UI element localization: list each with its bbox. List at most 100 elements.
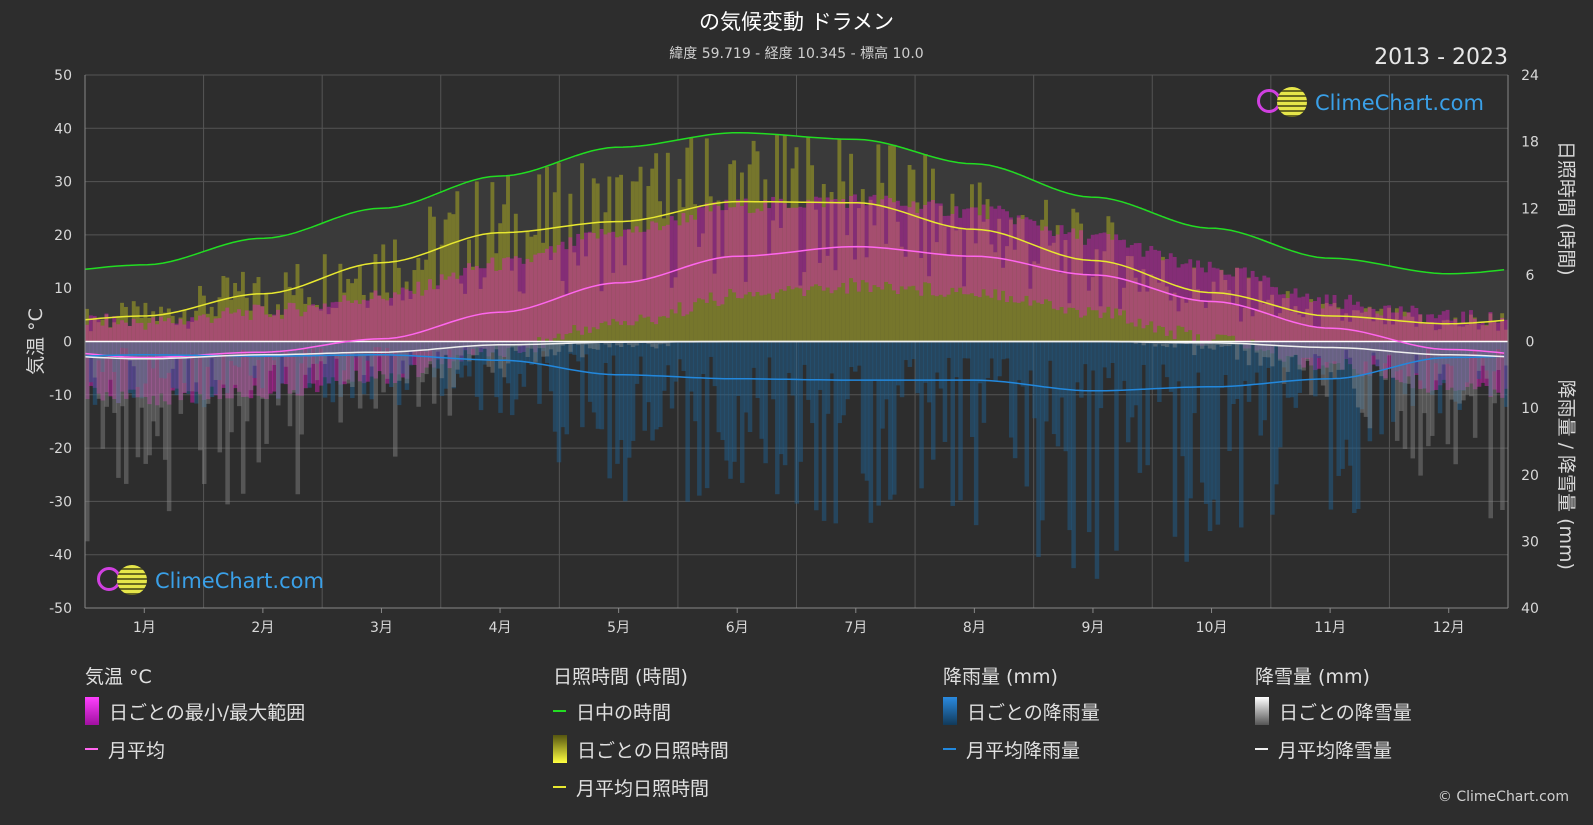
rain-daily-bar (1106, 341, 1111, 379)
rain-daily-bar (100, 341, 106, 373)
daylight-bar (1375, 263, 1380, 342)
temp-range-bar (661, 226, 667, 317)
snow-daily-bar (1211, 341, 1217, 350)
sunshine-daily-bar (1227, 290, 1232, 342)
sunshine-daily-bar (268, 314, 273, 342)
sunshine-daily-bar (545, 166, 550, 342)
daylight-bar (1188, 225, 1193, 342)
sunshine-daily-bar (1145, 291, 1150, 342)
rain-daily-bar (1500, 341, 1505, 353)
x-tick-label: 12月 (1433, 620, 1465, 636)
snow-daily-bar (88, 341, 94, 359)
sunshine-daily-bar (856, 208, 862, 342)
rain-daily-bar (1032, 341, 1037, 419)
daylight-bar (1476, 272, 1482, 342)
sunshine-daily-bar (552, 192, 558, 342)
rain-daily-bar (985, 341, 991, 378)
temp-range-swatch (85, 697, 99, 725)
sunshine-daily-bar (1020, 215, 1026, 342)
snow-daily-bar (435, 341, 441, 352)
temp-range-bar (548, 246, 554, 342)
rain-daily-bar (931, 341, 936, 460)
snow-daily-bar (342, 341, 347, 382)
logo-top[interactable]: ClimeChart.com (1255, 86, 1484, 120)
sunshine-daily-bar (1348, 321, 1353, 342)
sunshine-daily-bar (755, 151, 761, 342)
snow-daily-bar (533, 341, 538, 363)
snow-avg-swatch (1255, 748, 1268, 750)
temp-range-bar (739, 206, 745, 299)
temp-range-bar (611, 231, 616, 319)
snow-daily-bar (361, 341, 367, 376)
daylight-bar (268, 238, 273, 342)
rain-daily-bar (1203, 341, 1209, 504)
rain-daily-bar (88, 341, 94, 383)
legend-item-daylight: 日中の時間 (553, 692, 729, 730)
daylight-bar (1367, 261, 1373, 342)
rain-daily-bar (396, 341, 402, 406)
daylight-bar (127, 265, 133, 342)
rain-daily-bar (1094, 341, 1100, 579)
snow-daily-bar (201, 341, 207, 484)
temp-range-bar (529, 262, 534, 342)
daylight-bar (435, 194, 441, 342)
temp-range-bar (1285, 298, 1291, 357)
sunshine-daily-bar (1090, 277, 1096, 342)
snow-daily-bar (634, 341, 640, 346)
daylight-bar (1168, 219, 1174, 342)
daylight-bar (1086, 196, 1092, 342)
rain-daily-bar (833, 341, 839, 524)
logo-bottom[interactable]: ClimeChart.com (95, 564, 324, 598)
rain-daily-bar (1414, 341, 1419, 374)
snow-daily-bar (1305, 341, 1310, 362)
sunshine-daily-bar (1496, 330, 1501, 342)
sunshine-daily-bar (322, 254, 328, 342)
daylight-bar (1422, 271, 1427, 342)
temp-range-bar (525, 258, 531, 348)
daylight-bar (1137, 207, 1143, 342)
snow-daily-bar (556, 341, 562, 352)
sunshine-daily-bar (915, 202, 920, 342)
sunshine-daily-bar (354, 278, 359, 342)
daylight-bar (1328, 258, 1334, 342)
temp-range-bar (771, 196, 776, 300)
rain-daily-bar (1145, 341, 1150, 466)
temp-range-bar (1125, 247, 1131, 324)
temp-range-bar (369, 298, 375, 377)
sunshine-daily-bar (611, 272, 616, 342)
snow-daily-bar (1418, 341, 1423, 476)
temp-range-bar (751, 212, 757, 297)
daylight-bar (1398, 267, 1404, 342)
temp-range-bar (646, 229, 651, 317)
temp-range-bar (997, 205, 1002, 301)
rain-daily-bar (1262, 341, 1267, 421)
sunshine-daily-bar (237, 291, 242, 342)
snow-daily-bar (252, 341, 258, 366)
temp-range-bar (1172, 256, 1178, 340)
temp-range-bar (120, 320, 125, 392)
rain-daily-bar (587, 341, 593, 402)
rain-daily-bar (880, 341, 885, 429)
temp-avg-swatch (85, 748, 98, 750)
rain-daily-bar (96, 341, 102, 361)
daylight-bar (1313, 256, 1318, 342)
sunshine-daily-bar (798, 285, 803, 342)
temp-range-bar (942, 215, 948, 297)
rain-daily-bar (1301, 341, 1306, 358)
daylight-bar (1426, 272, 1431, 342)
snow-daily-bar (658, 341, 663, 345)
rain-daily-bar (1114, 341, 1119, 551)
sunshine-daily-bar (467, 239, 472, 342)
sunshine-daily-bar (1203, 307, 1209, 342)
rain-daily-bar (771, 341, 776, 400)
snow-daily-bar (1270, 341, 1275, 367)
sunshine-daily-bar (1379, 308, 1384, 342)
daylight-bar (389, 207, 394, 342)
sunshine-daily-bar (962, 286, 967, 342)
daylight-bar (1032, 179, 1037, 342)
rain-daily-bar (295, 341, 301, 394)
rain-daily-bar (116, 341, 121, 404)
daylight-bar (166, 262, 172, 342)
temp-range-bar (537, 253, 542, 338)
daylight-bar (264, 238, 269, 342)
